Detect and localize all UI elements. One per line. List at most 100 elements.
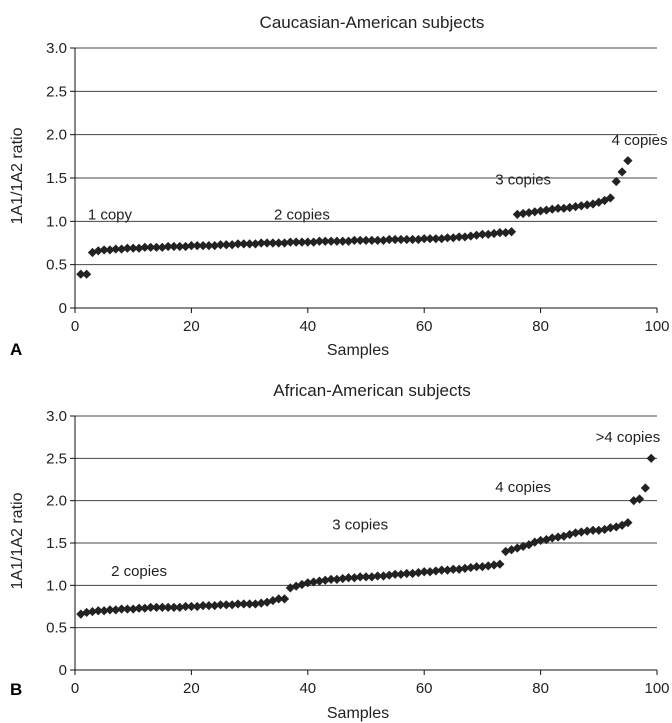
y-axis-label: 1A1/1A2 ratio <box>9 127 26 224</box>
data-point <box>99 606 109 616</box>
data-point <box>93 246 103 256</box>
data-point <box>407 568 418 579</box>
data-point <box>221 600 231 610</box>
data-point <box>76 269 86 279</box>
data-point <box>611 176 621 187</box>
data-point <box>559 203 569 213</box>
data-point <box>82 269 92 279</box>
data-point <box>93 606 103 616</box>
data-point <box>163 602 173 612</box>
data-point <box>396 569 406 579</box>
data-point <box>314 236 325 246</box>
y-tick-label: 0.5 <box>46 620 67 637</box>
data-point <box>524 208 534 218</box>
y-tick-label: 3.0 <box>46 408 67 425</box>
data-point <box>373 235 383 245</box>
chart-title: African-American subjects <box>273 381 470 400</box>
data-point <box>87 606 98 617</box>
data-point <box>338 236 348 246</box>
data-point <box>460 563 470 573</box>
data-point <box>180 601 191 612</box>
data-point <box>128 243 138 253</box>
y-tick-label: 1.0 <box>46 577 67 594</box>
data-point <box>477 562 487 572</box>
x-axis-label: Samples <box>327 342 389 359</box>
data-point <box>588 525 598 535</box>
data-point <box>215 600 226 610</box>
data-point <box>338 573 348 584</box>
y-tick-label: 3.0 <box>46 40 67 57</box>
data-point <box>489 228 499 239</box>
data-point <box>309 577 319 587</box>
data-point <box>157 602 167 612</box>
data-point <box>634 494 645 504</box>
data-point <box>175 602 185 612</box>
data-point <box>343 236 354 246</box>
data-point <box>221 240 231 250</box>
data-point <box>594 197 604 207</box>
copy-number-annotation: >4 copies <box>596 429 661 446</box>
data-point <box>105 605 115 615</box>
data-point <box>192 601 202 612</box>
x-tick-label: 100 <box>644 680 669 697</box>
data-point <box>582 200 592 210</box>
data-point <box>163 241 173 252</box>
data-point <box>396 234 406 245</box>
data-point <box>437 565 447 575</box>
data-point <box>326 574 336 585</box>
data-point <box>477 229 487 239</box>
copy-number-annotation: 4 copies <box>612 132 668 149</box>
data-point <box>495 228 505 238</box>
data-point <box>402 234 412 245</box>
y-tick-label: 2.0 <box>46 493 67 510</box>
data-point <box>146 242 156 252</box>
data-point <box>157 242 167 252</box>
data-point <box>111 244 121 254</box>
data-point <box>146 602 156 612</box>
y-tick-label: 2.0 <box>46 127 67 144</box>
data-point <box>128 604 138 614</box>
data-point <box>227 600 237 610</box>
y-tick-label: 1.5 <box>46 170 67 187</box>
data-point <box>192 241 202 251</box>
data-point <box>512 209 522 219</box>
data-point <box>210 241 220 251</box>
data-point <box>448 564 458 574</box>
data-point <box>210 601 220 611</box>
data-point <box>570 528 581 538</box>
y-tick-label: 2.5 <box>46 450 67 467</box>
data-point <box>233 239 243 249</box>
data-point <box>460 232 470 242</box>
data-point <box>256 598 266 608</box>
data-point <box>570 202 581 212</box>
data-point <box>594 525 604 535</box>
data-point <box>151 602 162 612</box>
data-point <box>442 565 453 575</box>
data-point <box>454 564 464 574</box>
data-point <box>448 233 458 243</box>
data-point <box>239 599 249 609</box>
chart-title: Caucasian-American subjects <box>260 13 485 32</box>
x-tick-label: 0 <box>71 680 79 697</box>
panel-b-chart: African-American subjects 1A1/1A2 ratio … <box>9 381 670 722</box>
data-point <box>361 572 371 582</box>
data-point <box>547 533 557 543</box>
data-point <box>186 601 196 612</box>
data-point <box>536 535 546 546</box>
data-point <box>565 202 575 213</box>
data-point <box>425 567 435 577</box>
x-tick-label: 100 <box>644 318 669 335</box>
data-point <box>367 572 377 582</box>
panel-a-chart: Caucasian-American subjects 1A1/1A2 rati… <box>9 13 670 359</box>
data-point <box>373 571 383 581</box>
data-point <box>489 560 499 570</box>
data-point <box>646 453 656 463</box>
data-point <box>419 567 429 577</box>
data-point <box>332 574 342 585</box>
data-point <box>402 568 412 579</box>
data-point <box>361 235 371 245</box>
data-point <box>378 571 389 581</box>
data-point <box>506 227 517 237</box>
data-point <box>134 603 144 613</box>
